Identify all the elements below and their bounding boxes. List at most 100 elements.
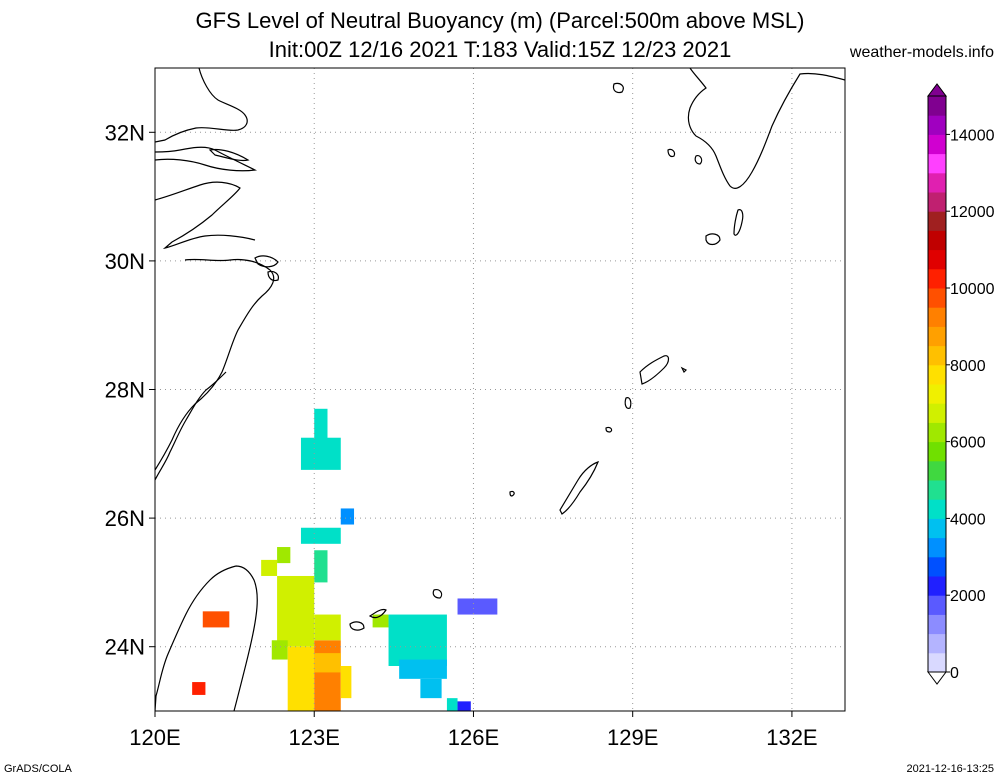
colorbar: 0 2000 4000 6000 8000 10000 12000 14000 (927, 83, 995, 685)
field-cell-3 (300, 527, 341, 544)
field-cell-13 (314, 614, 341, 641)
amami-island (639, 355, 670, 385)
yonaguni-island (368, 608, 387, 619)
colorbar-segment-29 (928, 96, 946, 116)
colorbar-segment-14 (928, 384, 946, 404)
colorbar-segment-9 (928, 480, 946, 500)
colorbar-label: 4000 (950, 511, 986, 528)
zhejiang-coast (155, 258, 275, 471)
field-cell-0 (314, 408, 328, 441)
small-island-a (605, 426, 613, 433)
grid-lines (154, 68, 845, 711)
lon-label: 126E (448, 725, 499, 750)
colorbar-segment-23 (928, 211, 946, 231)
ishigaki-island (349, 621, 365, 631)
colorbar-segment-20 (928, 268, 946, 289)
field-cell-8 (271, 640, 288, 660)
lat-label: 26N (105, 506, 145, 531)
field-cell-5 (277, 547, 291, 564)
field-cell-21 (202, 611, 230, 628)
colorbar-segment-2 (928, 614, 946, 635)
yangtze-island (208, 148, 250, 162)
colorbar-segment-6 (928, 537, 946, 558)
lat-label: 24N (105, 635, 145, 660)
colorbar-segment-10 (928, 460, 946, 481)
colorbar-segment-11 (928, 441, 946, 462)
lon-label: 120E (129, 725, 180, 750)
colorbar-segment-4 (928, 576, 946, 596)
field-cell-2 (340, 508, 355, 525)
field-cell-19 (457, 598, 498, 615)
buoyancy-field (192, 408, 498, 711)
coastlines (155, 68, 845, 711)
colorbar-segment-13 (928, 403, 946, 423)
colorbar-segment-19 (928, 288, 946, 308)
colorbar-segment-17 (928, 326, 946, 347)
miyako-island (432, 589, 443, 599)
axis-labels: 32N 30N 28N 26N 24N 120E 123E 126E 129E 132E (105, 120, 818, 750)
colorbar-max-arrow (927, 83, 947, 97)
field-cell-6 (261, 559, 278, 576)
koshiki-islands (705, 233, 721, 246)
goto-islands (667, 148, 703, 165)
watermark-text: weather-models.info (849, 44, 994, 61)
tokara-island (624, 397, 632, 409)
colorbar-min-arrow (927, 671, 947, 685)
field-cell-15 (388, 614, 447, 666)
colorbar-segment-7 (928, 518, 946, 539)
colorbar-label: 2000 (950, 588, 986, 605)
colorbar-label: 12000 (950, 204, 995, 221)
colorbar-segment-15 (928, 364, 946, 385)
colorbar-segment-25 (928, 172, 946, 193)
colorbar-label: 0 (950, 665, 959, 682)
lat-label: 30N (105, 249, 145, 274)
colorbar-segment-12 (928, 422, 946, 443)
colorbar-segment-27 (928, 134, 946, 155)
nagasaki-small (612, 82, 624, 94)
field-cell-1 (300, 437, 341, 470)
colorbar-segment-22 (928, 230, 946, 251)
colorbar-label: 10000 (950, 281, 995, 298)
colorbar-segment-28 (928, 115, 946, 135)
field-cell-22 (192, 682, 206, 695)
colorbar-segment-8 (928, 499, 946, 519)
lon-label: 132E (766, 725, 817, 750)
taiwan-coastline (155, 565, 258, 711)
zhoushan-islands (254, 255, 279, 282)
footer-timestamp: 2021-12-16-13:25 (906, 763, 994, 775)
colorbar-segment-16 (928, 345, 946, 366)
field-cell-14 (372, 614, 389, 628)
colorbar-segment-3 (928, 595, 946, 615)
field-cell-12 (340, 665, 352, 699)
colorbar-label: 8000 (950, 358, 986, 375)
colorbar-segment-26 (928, 153, 946, 174)
tanegashima (733, 209, 744, 236)
field-cell-4 (314, 550, 328, 583)
field-cell-16 (399, 659, 447, 679)
field-cell-17 (420, 678, 442, 699)
colorbar-segment-21 (928, 249, 946, 270)
small-island-b (509, 490, 515, 497)
lat-label: 28N (105, 378, 145, 403)
colorbar-segment-24 (928, 192, 946, 212)
yangtze-estuary (155, 146, 258, 172)
kyushu-coastline (687, 68, 845, 189)
colorbar-segment-5 (928, 556, 946, 577)
lon-label: 123E (289, 725, 340, 750)
field-cell-9 (287, 646, 315, 711)
map-subtitle: Init:00Z 12/16 2021 T:183 Valid:15Z 12/2… (268, 37, 732, 62)
map-title: GFS Level of Neutral Buoyancy (m) (Parce… (195, 8, 805, 33)
field-cell-11 (314, 653, 341, 673)
lon-label: 129E (607, 725, 658, 750)
colorbar-segment-1 (928, 633, 946, 654)
field-cell-18 (446, 698, 458, 711)
field-cell-10 (314, 640, 341, 711)
field-cell-7 (277, 575, 315, 647)
small-island-c (680, 366, 688, 374)
hangzhou-bay (155, 181, 256, 250)
footer-credit: GrADS/COLA (4, 763, 72, 775)
okinawa-island (559, 461, 600, 515)
fujian-coast (155, 371, 227, 481)
lat-label: 32N (105, 120, 145, 145)
